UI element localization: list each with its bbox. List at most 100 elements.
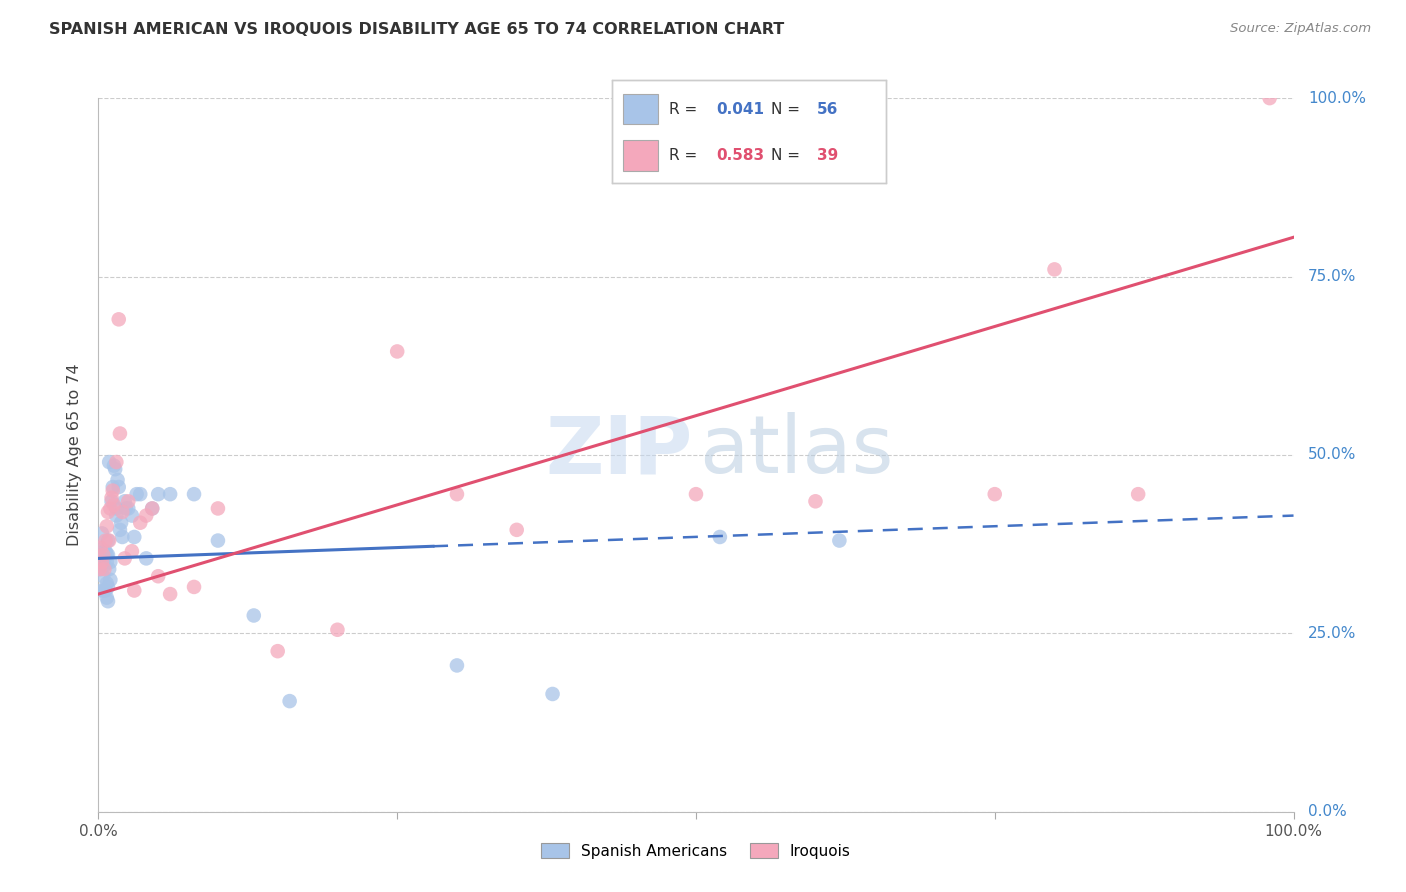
Point [129,487,152,501]
Point [207,533,229,548]
Point [804,494,827,508]
Text: 0.0%: 0.0% [1308,805,1347,819]
Text: 75.0%: 75.0% [1308,269,1357,284]
Point [124,583,146,598]
Point [709,530,731,544]
Point [446,487,468,501]
Point [107,480,129,494]
Point [98,455,121,469]
Text: 39: 39 [817,148,838,162]
Text: R =: R = [669,148,703,162]
Point [105,508,128,523]
Point [506,523,529,537]
Point [91,548,114,562]
Point [121,544,143,558]
Text: 50.0%: 50.0% [1308,448,1357,462]
Point [103,498,125,512]
Point [278,694,301,708]
Point [91,555,114,569]
Point [91,583,114,598]
Point [89,562,111,576]
Point [1128,487,1150,501]
Point [97,594,120,608]
Point [111,505,134,519]
Point [114,551,136,566]
Point [98,501,122,516]
Point [94,583,117,598]
Point [98,573,122,587]
Point [243,608,266,623]
Point [114,494,136,508]
Point [159,587,181,601]
Point [117,501,139,516]
Point [135,551,157,566]
Point [91,526,114,541]
Point [104,462,127,476]
Point [207,501,229,516]
Point [96,555,118,569]
Point [93,544,115,558]
Point [183,487,205,501]
Point [103,458,125,473]
Point [96,591,118,605]
Point [117,494,139,508]
Text: R =: R = [669,102,703,117]
Bar [623,140,658,170]
Point [124,530,146,544]
Point [91,548,114,562]
Text: N =: N = [770,102,804,117]
Point [183,580,205,594]
Point [108,523,131,537]
Text: N =: N = [770,148,804,162]
Point [148,487,170,501]
Point [94,544,117,558]
Point [89,541,111,555]
Text: 0.583: 0.583 [716,148,763,162]
Point [90,541,112,555]
Point [91,569,114,583]
Point [91,555,114,569]
Point [685,487,707,501]
Point [135,508,157,523]
Point [98,562,121,576]
Point [108,426,131,441]
Point [541,687,564,701]
Point [125,487,148,501]
Point [97,533,120,548]
Bar [623,94,658,124]
Point [105,455,128,469]
Point [96,576,118,591]
Point [97,505,120,519]
Point [90,562,112,576]
Point [107,312,129,326]
Point [983,487,1005,501]
Point [98,555,122,569]
Point [115,501,138,516]
Point [101,483,124,498]
Text: SPANISH AMERICAN VS IROQUOIS DISABILITY AGE 65 TO 74 CORRELATION CHART: SPANISH AMERICAN VS IROQUOIS DISABILITY … [49,22,785,37]
Legend: Spanish Americans, Iroquois: Spanish Americans, Iroquois [536,837,856,864]
Point [105,501,128,516]
Point [1258,91,1281,105]
Point [93,583,115,598]
Point [96,519,118,533]
Point [385,344,409,359]
Point [97,580,120,594]
Point [100,494,122,508]
Y-axis label: Disability Age 65 to 74: Disability Age 65 to 74 [67,364,83,546]
Point [828,533,851,548]
Point [98,533,121,548]
Point [101,480,124,494]
Point [94,533,117,548]
Point [93,562,115,576]
Text: 56: 56 [817,102,838,117]
Text: Source: ZipAtlas.com: Source: ZipAtlas.com [1230,22,1371,36]
Point [129,516,152,530]
Point [89,551,111,566]
Point [111,530,134,544]
Point [90,555,112,569]
Point [107,473,129,487]
Point [446,658,468,673]
Point [110,516,132,530]
Text: 0.041: 0.041 [716,102,763,117]
